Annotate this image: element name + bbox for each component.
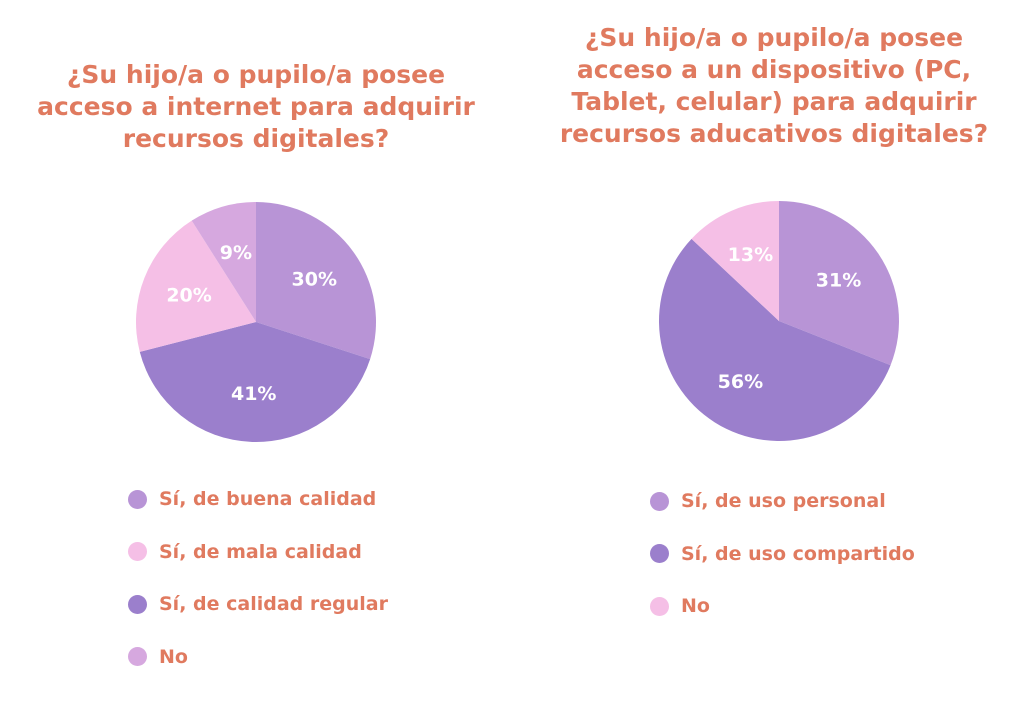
legend-item-si-de-mala-calidad: Sí, de mala calidad (128, 537, 388, 567)
chart-panel-device: ¿Su hijo/a o pupilo/a posee acceso a un … (512, 0, 1024, 707)
pie-slice-device-si-de-uso-personal (779, 201, 899, 366)
legend-swatch (650, 544, 669, 563)
chart-panel-internet: ¿Su hijo/a o pupilo/a posee acceso a int… (37, 60, 475, 694)
legend-swatch (128, 489, 147, 509)
legend-item-si-de-calidad-regular: Sí, de calidad regular (128, 589, 388, 619)
legend-label: Sí, de calidad regular (159, 593, 388, 615)
legend-label: No (681, 595, 710, 617)
pie-label-internet-si-de-mala-calidad: 20% (166, 285, 211, 307)
pie-slice-device-si-de-uso-compartido (658, 238, 891, 441)
legend-device: Sí, de uso personal Sí, de uso compartido… (650, 486, 915, 644)
pie-chart-device: 31% 56% 13% (658, 201, 899, 441)
chart-title-device: ¿Su hijo/a o pupilo/a posee acceso a un … (559, 23, 989, 148)
pie-label-device-no: 13% (728, 244, 773, 266)
pie-label-device-si-de-uso-compartido: 56% (718, 371, 763, 393)
pie-label-internet-si-de-buena-calidad: 30% (292, 269, 337, 291)
legend-item-si-de-buena-calidad: Sí, de buena calidad (128, 484, 388, 514)
legend-label: Sí, de buena calidad (159, 488, 377, 510)
pie-slice-internet-no (191, 202, 256, 322)
pie-label-internet-si-de-calidad-regular: 41% (231, 383, 276, 405)
legend-item-si-de-uso-personal: Sí, de uso personal (650, 486, 915, 516)
pie-label-internet-no: 9% (220, 242, 252, 264)
pie-slice-internet-si-de-calidad-regular (139, 322, 371, 443)
pie-chart-internet: 30% 41% 20% 9% (136, 202, 377, 443)
chart-title-internet: ¿Su hijo/a o pupilo/a posee acceso a int… (37, 60, 475, 153)
legend-label: No (159, 645, 188, 668)
pie-label-device-si-de-uso-personal: 31% (816, 270, 861, 292)
legend-swatch (650, 491, 669, 511)
pie-slice-device-no (691, 201, 779, 321)
legend-item-si-de-uso-compartido: Sí, de uso compartido (650, 539, 915, 569)
legend-label: Sí, de uso personal (681, 490, 886, 512)
legend-swatch (128, 542, 147, 561)
legend-item-no: No (128, 642, 388, 672)
pie-slice-internet-si-de-mala-calidad (136, 220, 256, 352)
legend-swatch (650, 596, 669, 616)
legend-internet: Sí, de buena calidad Sí, de mala calidad S… (128, 484, 388, 694)
legend-swatch (128, 647, 147, 666)
legend-swatch (128, 594, 147, 614)
pie-slice-internet-si-de-buena-calidad (256, 202, 377, 360)
legend-label: Sí, de uso compartido (681, 542, 915, 565)
legend-label: Sí, de mala calidad (159, 540, 362, 563)
legend-item-no: No (650, 591, 915, 621)
